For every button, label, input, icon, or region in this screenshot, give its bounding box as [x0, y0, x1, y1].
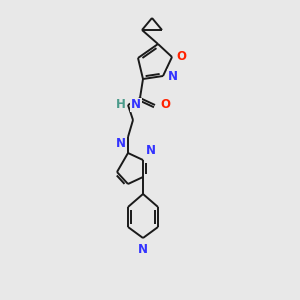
Text: N: N [131, 98, 141, 112]
Text: O: O [176, 50, 186, 62]
Text: O: O [160, 98, 170, 112]
Text: N: N [168, 70, 178, 83]
Text: H: H [116, 98, 126, 112]
Text: N: N [138, 243, 148, 256]
Text: N: N [146, 144, 156, 157]
Text: N: N [116, 137, 126, 150]
